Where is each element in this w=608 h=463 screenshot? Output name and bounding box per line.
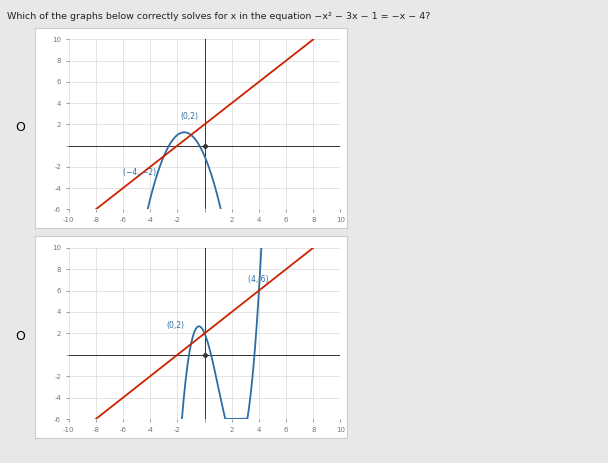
Text: Which of the graphs below correctly solves for x in the equation −x² − 3x − 1 = : Which of the graphs below correctly solv… xyxy=(7,12,430,20)
Text: (0,2): (0,2) xyxy=(167,321,185,330)
Text: (−4, −2): (−4, −2) xyxy=(123,168,156,177)
Text: (0,2): (0,2) xyxy=(180,112,198,121)
Text: (4, 6): (4, 6) xyxy=(248,275,269,284)
Text: O: O xyxy=(15,330,25,344)
Text: O: O xyxy=(15,121,25,134)
